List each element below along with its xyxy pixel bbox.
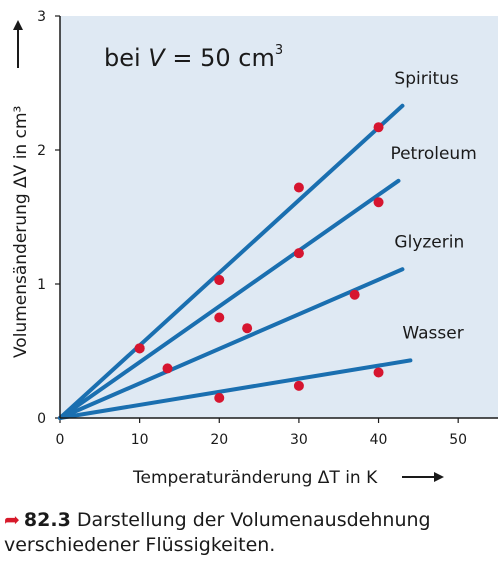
data-points — [134, 122, 384, 403]
series-labels: Spiritus Petroleum Glyzerin Wasser — [390, 69, 476, 344]
arrow-icon: ➦ — [4, 509, 20, 531]
x-tick-label: 20 — [210, 432, 228, 448]
series-label-wasser: Wasser — [402, 323, 463, 343]
x-axis-label: Temperaturänderung ΔT in K — [132, 468, 378, 488]
data-point-wasser — [373, 367, 384, 378]
fit-line-spiritus — [58, 103, 405, 420]
x-tick-label: 30 — [290, 432, 308, 448]
y-axis-arrow — [13, 20, 23, 68]
y-tick-label: 1 — [37, 277, 46, 293]
series-label-glyzerin: Glyzerin — [394, 232, 464, 252]
y-tick-label: 3 — [37, 9, 46, 25]
x-tick-label: 10 — [131, 432, 149, 448]
y-axis-ticks: 0 1 2 3 — [37, 9, 60, 427]
volume-annotation: bei V = 50 cm3 — [104, 43, 283, 72]
caption-number: 82.3 — [23, 509, 71, 531]
data-point-wasser — [214, 392, 225, 403]
x-axis-arrow — [402, 472, 444, 482]
x-tick-label: 40 — [370, 432, 388, 448]
fit-line-petroleum — [58, 178, 401, 420]
y-tick-label: 0 — [37, 411, 46, 427]
data-point-spiritus — [293, 182, 304, 193]
data-point-petroleum — [373, 197, 384, 208]
figure-caption: ➦ 82.3 Darstellung der Volumenausdehnung … — [4, 508, 499, 558]
data-point-glyzerin — [162, 363, 173, 374]
data-point-petroleum — [214, 274, 225, 285]
data-point-wasser — [293, 380, 304, 391]
x-tick-label: 50 — [449, 432, 467, 448]
data-point-spiritus — [373, 122, 384, 133]
y-tick-label: 2 — [37, 143, 46, 159]
fit-line-glyzerin — [58, 267, 405, 420]
fit-lines — [58, 103, 413, 420]
caption-text: Darstellung der Volumenausdehnung versch… — [4, 509, 431, 556]
x-tick-label: 0 — [56, 432, 65, 448]
data-point-glyzerin — [349, 289, 360, 300]
data-point-glyzerin — [214, 312, 225, 323]
series-label-spiritus: Spiritus — [394, 69, 458, 89]
data-point-petroleum — [134, 343, 145, 354]
fit-line-wasser — [58, 358, 413, 420]
x-axis-ticks: 0 10 20 30 40 50 — [56, 418, 467, 448]
series-label-petroleum: Petroleum — [390, 144, 476, 164]
data-point-glyzerin — [242, 323, 253, 334]
y-axis-label: Volumensänderung ΔV in cm³ — [11, 106, 31, 358]
data-point-petroleum — [293, 248, 304, 259]
